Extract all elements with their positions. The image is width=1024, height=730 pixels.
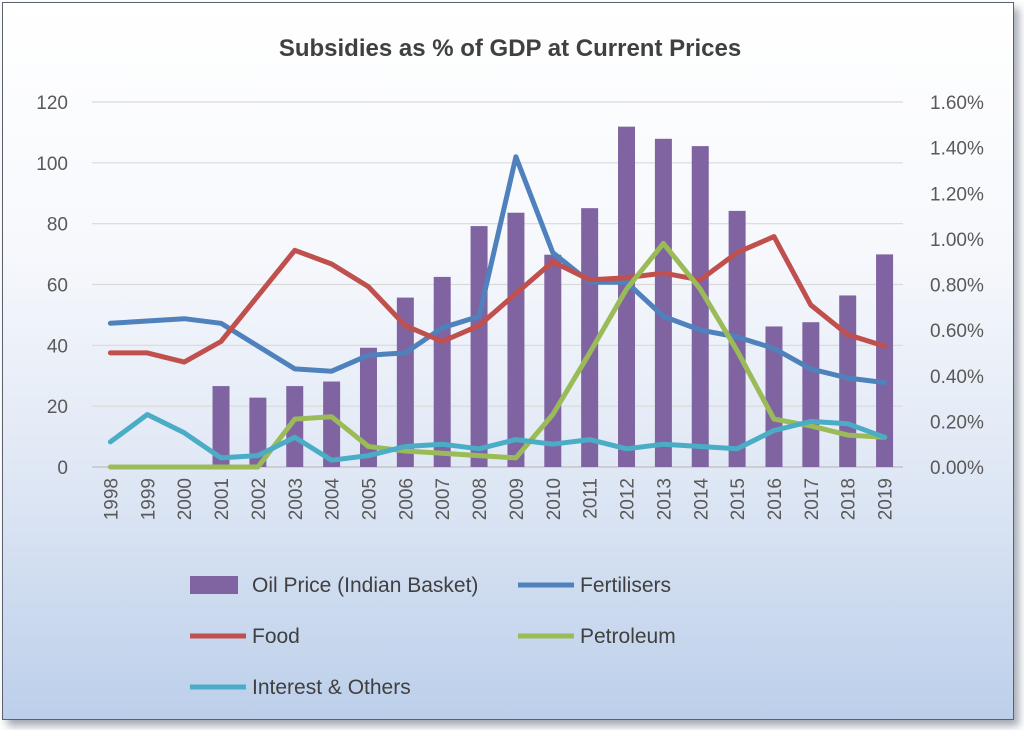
x-tick-label: 2005 xyxy=(359,478,380,520)
oil-price-bar xyxy=(802,322,820,467)
x-tick-label: 1999 xyxy=(138,478,159,520)
x-tick-label: 2000 xyxy=(175,478,196,520)
legend-label-oil-price-indian-basket: Oil Price (Indian Basket) xyxy=(252,574,478,597)
x-tick-label: 2006 xyxy=(396,478,417,520)
right-axis-ticks: 0.00% 0.20% 0.40% 0.60% 0.80% 1.00% 1.20% 1.40%… xyxy=(930,93,984,479)
left-tick-label: 80 xyxy=(47,215,68,236)
interest-others-line xyxy=(107,412,888,463)
oil-price-bar xyxy=(876,254,894,467)
oil-price-bar xyxy=(618,126,636,467)
left-tick-label: 60 xyxy=(47,276,68,297)
x-tick-label: 2013 xyxy=(654,478,675,520)
right-tick-label: 0.80% xyxy=(930,276,984,297)
legend-label-petroleum: Petroleum xyxy=(580,625,676,648)
x-tick-label: 2007 xyxy=(433,478,454,520)
x-tick-label: 2003 xyxy=(286,478,307,520)
x-tick-label: 2011 xyxy=(581,478,602,519)
oil-price-bar xyxy=(470,226,488,467)
x-tick-label: 2015 xyxy=(728,478,749,520)
oil-price-bar xyxy=(249,397,267,467)
right-tick-label: 1.60% xyxy=(930,93,984,114)
x-tick-label: 2008 xyxy=(470,478,491,520)
x-tick-label: 2012 xyxy=(618,478,639,520)
oil-price-bar xyxy=(359,347,377,467)
left-tick-label: 0 xyxy=(57,458,68,479)
oil-price-bar xyxy=(323,381,341,467)
petroleum-line xyxy=(107,240,888,470)
x-tick-label: 2018 xyxy=(839,478,860,520)
oil-price-bar xyxy=(212,386,230,467)
fertilisers-line xyxy=(107,154,888,386)
legend-swatch-oil-price-indian-basket xyxy=(190,576,238,594)
left-tick-label: 100 xyxy=(36,154,68,175)
oil-price-bar xyxy=(433,276,451,467)
oil-price-bar xyxy=(507,212,525,467)
right-tick-label: 1.20% xyxy=(930,184,984,205)
x-axis-ticks: 1998 1999 2000 2001 2002 2003 2004 2005 2006 2007… xyxy=(101,478,896,521)
legend-label-interest-others: Interest & Others xyxy=(252,676,411,699)
x-tick-label: 2019 xyxy=(876,478,897,520)
x-tick-label: 2009 xyxy=(507,478,528,520)
x-tick-label: 2004 xyxy=(323,478,344,521)
right-tick-label: 0.40% xyxy=(930,367,984,388)
chart-title: Subsidies as % of GDP at Current Prices xyxy=(279,35,741,62)
left-tick-label: 40 xyxy=(47,336,68,357)
oil-price-bar xyxy=(286,386,304,467)
oil-price-bar xyxy=(396,297,414,467)
x-tick-label: 2017 xyxy=(802,478,823,520)
right-tick-label: 0.60% xyxy=(930,321,984,342)
legend: Oil Price (Indian Basket) Fertilisers Food… xyxy=(190,574,676,699)
oil-price-bar xyxy=(654,138,672,467)
legend-label-fertilisers: Fertilisers xyxy=(580,574,671,597)
x-tick-label: 2001 xyxy=(212,478,233,520)
left-axis-ticks: 0 20 40 60 80 100 120 xyxy=(36,93,68,479)
series-lines xyxy=(107,154,888,470)
oil-price-bar xyxy=(691,146,709,467)
x-tick-label: 2002 xyxy=(249,478,270,520)
right-tick-label: 0.00% xyxy=(930,458,984,479)
left-tick-label: 120 xyxy=(36,93,68,114)
legend-label-food: Food xyxy=(252,625,300,648)
right-tick-label: 1.00% xyxy=(930,230,984,251)
x-tick-label: 2014 xyxy=(691,478,712,521)
x-tick-label: 1998 xyxy=(101,478,122,520)
right-tick-label: 1.40% xyxy=(930,139,984,160)
x-tick-label: 2010 xyxy=(544,478,565,520)
food-line xyxy=(107,234,888,365)
right-tick-label: 0.20% xyxy=(930,412,984,433)
oil-price-bar xyxy=(544,254,562,467)
oil-price-bar xyxy=(581,208,599,467)
x-tick-label: 2016 xyxy=(765,478,786,520)
left-tick-label: 20 xyxy=(47,397,68,418)
